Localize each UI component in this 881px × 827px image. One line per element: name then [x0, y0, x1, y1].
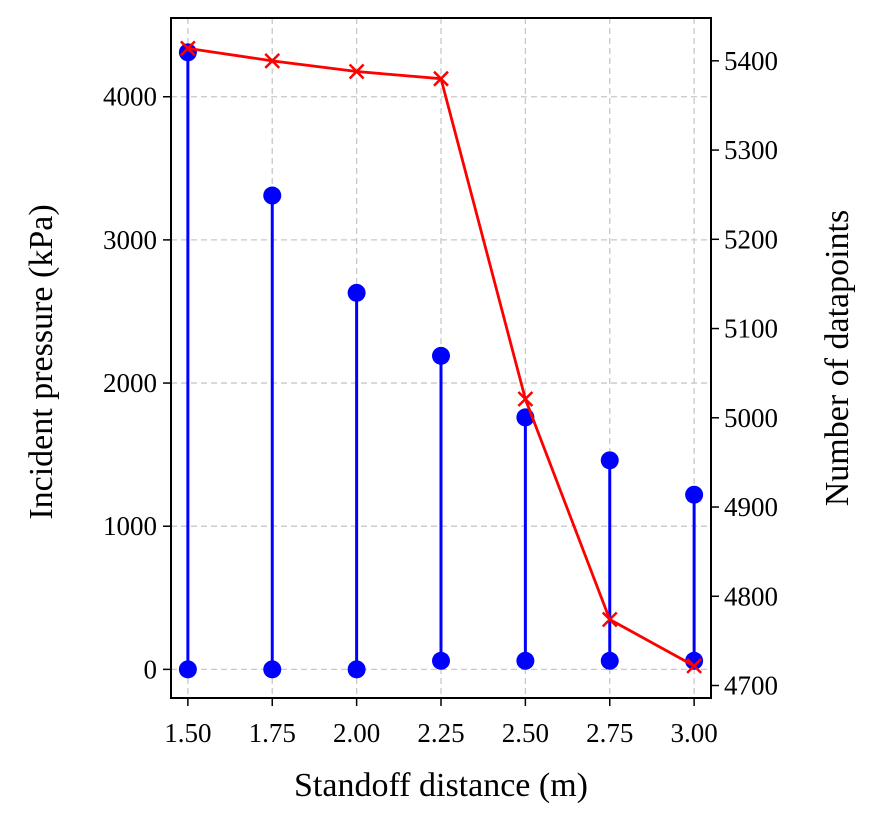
y-right-tick-label: 5300: [724, 135, 778, 165]
pressure-max-point: [178, 43, 197, 62]
pressure-min-point: [685, 651, 704, 670]
datapoints-series: [179, 40, 703, 674]
datapoints-marker-stroke: [517, 391, 534, 407]
y-left-tick-label: 0: [144, 654, 158, 684]
datapoints-marker-stroke: [348, 63, 365, 80]
pressure-max-point: [347, 283, 366, 302]
pressure-min-point: [263, 660, 282, 679]
x-axis-ticks: 1.50 1.75 2.00 2.25 2.50 2.75 3.00: [164, 698, 718, 748]
datapoints-point: [686, 657, 703, 674]
datapoints-marker-stroke: [601, 611, 618, 628]
y-left-tick-label: 4000: [103, 82, 157, 112]
x-axis-label: Standoff distance (m): [294, 767, 588, 804]
x-tick-label: 2.00: [333, 718, 380, 748]
pressure-max-point: [600, 451, 619, 470]
pressure-max-point: [432, 346, 450, 365]
datapoints-marker-stroke: [179, 40, 196, 57]
x-tick-label: 1.50: [164, 718, 211, 748]
datapoints-marker-stroke: [686, 657, 703, 674]
pressure-min-point: [432, 651, 450, 670]
datapoints-marker-stroke: [264, 52, 281, 69]
pressure-max-point: [263, 186, 282, 205]
datapoints-point: [179, 40, 196, 57]
y-right-tick-label: 5200: [724, 224, 778, 254]
pressure-min-point: [347, 660, 366, 679]
y-right-tick-label: 5000: [724, 403, 778, 433]
x-tick-label: 3.00: [671, 718, 718, 748]
datapoints-marker-stroke: [433, 70, 449, 87]
pressure-max-point: [685, 485, 704, 504]
pressure-min-point: [178, 660, 197, 679]
pressure-range-series: [178, 43, 704, 679]
x-tick-label: 2.25: [417, 718, 464, 748]
y-right-axis-ticks: 4700 4800 4900 5000 5100 5200 5300 5400: [711, 46, 778, 701]
y-right-tick-label: 4800: [724, 581, 778, 611]
y-right-axis-label: Number of datapoints: [819, 210, 856, 507]
datapoints-point: [517, 391, 534, 407]
datapoints-point: [433, 70, 449, 87]
pressure-min-point: [516, 651, 535, 670]
y-left-tick-label: 2000: [103, 368, 157, 398]
x-tick-label: 2.50: [502, 718, 549, 748]
x-tick-label: 1.75: [249, 718, 296, 748]
y-right-tick-label: 4900: [724, 492, 778, 522]
pressure-min-point: [600, 651, 619, 670]
datapoints-point: [601, 611, 618, 628]
y-left-axis-label: Incident pressure (kPa): [23, 204, 60, 519]
datapoints-point: [348, 63, 365, 80]
y-right-tick-label: 4700: [724, 671, 778, 701]
y-right-tick-label: 5100: [724, 314, 778, 344]
y-left-tick-label: 1000: [103, 511, 157, 541]
y-right-tick-label: 5400: [724, 46, 778, 76]
datapoints-point: [264, 52, 281, 69]
y-left-tick-label: 3000: [103, 225, 157, 255]
y-left-axis-ticks: 0 1000 2000 3000 4000: [103, 82, 171, 684]
x-tick-label: 2.75: [586, 718, 633, 748]
